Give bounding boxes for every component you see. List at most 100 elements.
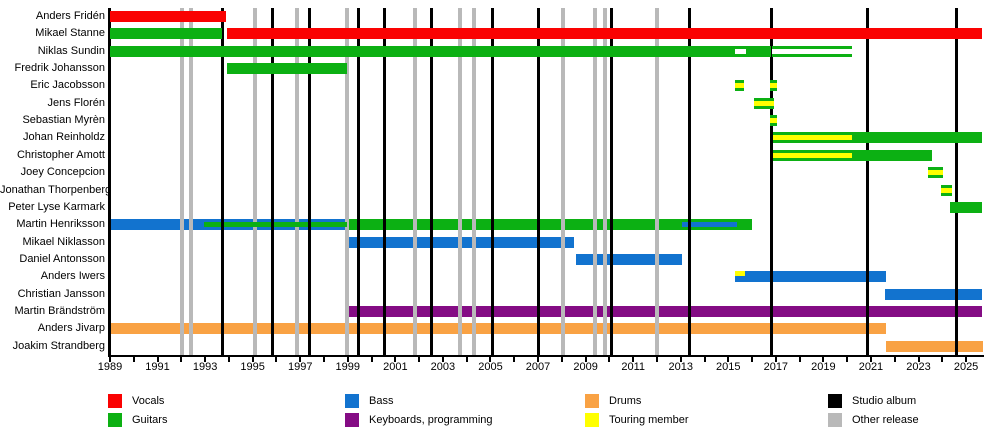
legend-label-studio_album: Studio album	[852, 395, 917, 407]
axis-tick	[109, 357, 111, 362]
legend-swatch-guitars	[108, 413, 122, 427]
studio-album-line	[271, 8, 275, 355]
member-label: Anders Fridén	[35, 10, 105, 22]
year-label: 1997	[287, 361, 313, 373]
bar-touring-guitars	[770, 115, 778, 127]
year-label: 1999	[335, 361, 361, 373]
studio-album-line	[866, 8, 870, 355]
other-release-line	[179, 8, 184, 355]
year-label: 1991	[145, 361, 170, 373]
axis-tick	[251, 357, 254, 362]
bar-guitars	[110, 45, 772, 57]
member-label: Martin Henriksson	[16, 218, 105, 231]
axis-tick	[370, 357, 373, 362]
axis-tick	[180, 357, 183, 362]
legend-label-other_release: Other release	[852, 414, 919, 426]
year-label: 2021	[858, 361, 884, 373]
axis-tick	[727, 357, 730, 362]
studio-album-line	[307, 8, 311, 355]
member-label: Jens Florén	[47, 96, 105, 109]
year-label: 1989	[97, 361, 123, 373]
bar-touring-guitars	[772, 132, 852, 144]
legend-label-bass: Bass	[369, 395, 394, 407]
other-release-line	[561, 8, 565, 355]
bar-guitars	[851, 132, 982, 144]
year-label: 1995	[240, 361, 265, 373]
bar-keyboards	[346, 305, 982, 317]
axis-tick	[965, 357, 968, 362]
bar-vocals	[226, 28, 982, 40]
bar-guitars	[949, 201, 982, 213]
year-label: 2003	[430, 361, 456, 373]
member-label: Sebastian Myrèn	[22, 114, 105, 127]
axis-tick	[299, 357, 302, 362]
bar-touring-guitars	[772, 149, 852, 161]
legend-label-keyboards: Keyboards, programming	[369, 414, 493, 426]
year-label: 2007	[525, 361, 551, 373]
axis-tick	[608, 357, 611, 362]
axis-tick	[156, 357, 159, 362]
other-release-line	[654, 8, 659, 355]
overlay-white-gap	[734, 48, 746, 54]
axis-tick	[751, 357, 754, 362]
axis-tick	[703, 357, 706, 362]
axis-tick	[513, 357, 516, 362]
member-label: Jonathan Thorpenberg	[0, 183, 112, 196]
member-label: Anders Iwers	[40, 270, 105, 283]
member-label: Fredrik Johansson	[14, 62, 106, 75]
studio-album-line	[220, 8, 224, 355]
legend-swatch-studio_album	[828, 394, 842, 408]
other-release-line	[189, 8, 194, 355]
other-release-line	[472, 8, 477, 355]
studio-album-line	[688, 8, 692, 355]
studio-album-line	[491, 8, 495, 355]
axis-tick	[822, 357, 825, 362]
bar-bass	[885, 288, 982, 300]
axis-tick	[394, 357, 397, 362]
year-label: 2011	[621, 361, 645, 373]
bar-touring-guitars	[928, 167, 944, 179]
studio-album-line	[356, 8, 360, 355]
member-label: Niklas Sundin	[37, 44, 105, 57]
axis-tick	[917, 357, 920, 362]
axis-tick	[798, 357, 801, 362]
legend-swatch-keyboards	[345, 413, 359, 427]
bar-bass	[576, 253, 682, 265]
legend-label-drums: Drums	[609, 395, 642, 407]
axis-tick	[323, 357, 326, 362]
year-label: 2025	[953, 361, 979, 373]
bar-drums	[110, 323, 886, 335]
bar-touring-guitars	[734, 80, 745, 92]
year-label: 2009	[573, 361, 598, 373]
x-axis-line	[108, 355, 984, 357]
legend-swatch-bass	[345, 394, 359, 408]
member-label: Joakim Strandberg	[12, 339, 105, 352]
other-release-line	[344, 8, 349, 355]
member-label: Eric Jacobsson	[30, 79, 105, 92]
member-label: Christopher Amott	[16, 148, 105, 161]
overlay-guitars	[203, 222, 347, 228]
legend-swatch-other_release	[828, 413, 842, 427]
axis-tick	[227, 357, 230, 362]
year-label: 2013	[668, 361, 693, 373]
axis-tick	[489, 357, 492, 362]
axis-tick	[941, 357, 944, 362]
other-release-line	[253, 8, 258, 355]
member-label: Mikael Niklasson	[22, 235, 105, 248]
other-release-line	[603, 8, 608, 355]
bar-guitars	[226, 63, 347, 75]
bar-vocals	[110, 11, 227, 22]
other-release-line	[458, 8, 463, 355]
axis-tick	[846, 357, 849, 362]
axis-tick	[560, 357, 563, 362]
bar-touring-guitars	[941, 184, 953, 196]
member-label: Anders Jivarp	[37, 322, 105, 335]
axis-tick	[418, 357, 421, 362]
axis-tick	[869, 357, 872, 362]
year-label: 2019	[811, 361, 836, 373]
axis-tick	[465, 357, 468, 362]
axis-tick	[346, 357, 349, 362]
legend-swatch-vocals	[108, 394, 122, 408]
legend-label-vocals: Vocals	[132, 395, 165, 407]
